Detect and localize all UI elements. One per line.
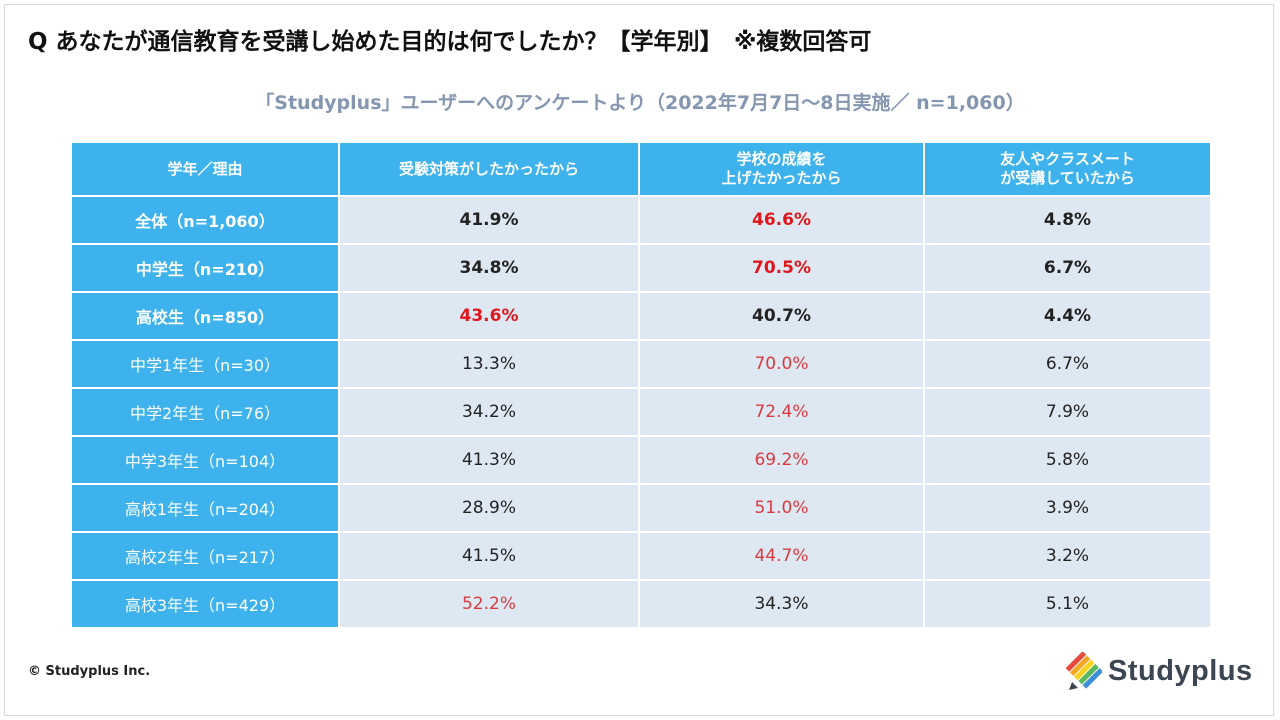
row-label: 全体（n=1,060） <box>70 195 340 245</box>
value-cell: 70.5% <box>638 243 925 293</box>
value-cell: 34.2% <box>338 387 640 437</box>
row-label: 中学2年生（n=76） <box>70 387 340 437</box>
row-label: 高校1年生（n=204） <box>70 483 340 533</box>
slide-frame <box>4 4 1274 716</box>
table-body: 全体（n=1,060） 41.9% 46.6% 4.8% 中学生（n=210） 34.8%… <box>70 195 1212 629</box>
table-row: 高校生（n=850） 43.6% 40.7% 4.4% <box>70 291 1212 341</box>
row-label: 高校3年生（n=429） <box>70 579 340 629</box>
value-cell: 41.3% <box>338 435 640 485</box>
value-cell: 13.3% <box>338 339 640 389</box>
copyright: © Studyplus Inc. <box>28 664 151 679</box>
studyplus-logo: Studyplus <box>1066 652 1253 690</box>
table-row: 中学生（n=210） 34.8% 70.5% 6.7% <box>70 243 1212 293</box>
value-cell: 6.7% <box>923 243 1212 293</box>
value-cell: 7.9% <box>923 387 1212 437</box>
value-cell: 28.9% <box>338 483 640 533</box>
value-cell: 69.2% <box>638 435 925 485</box>
table-row: 全体（n=1,060） 41.9% 46.6% 4.8% <box>70 195 1212 245</box>
row-label: 中学3年生（n=104） <box>70 435 340 485</box>
value-cell: 44.7% <box>638 531 925 581</box>
column-header: 学校の成績を 上げたかったから <box>638 141 925 197</box>
logo-text: Studyplus <box>1108 654 1253 687</box>
table-row: 高校3年生（n=429） 52.2% 34.3% 5.1% <box>70 579 1212 629</box>
value-cell: 52.2% <box>338 579 640 629</box>
pencil-stripes-icon <box>1066 652 1102 690</box>
table-row: 高校2年生（n=217） 41.5% 44.7% 3.2% <box>70 531 1212 581</box>
value-cell: 3.2% <box>923 531 1212 581</box>
value-cell: 46.6% <box>638 195 925 245</box>
value-cell: 40.7% <box>638 291 925 341</box>
value-cell: 41.5% <box>338 531 640 581</box>
table-row: 中学1年生（n=30） 13.3% 70.0% 6.7% <box>70 339 1212 389</box>
row-label: 中学生（n=210） <box>70 243 340 293</box>
value-cell: 4.4% <box>923 291 1212 341</box>
page-title: Q あなたが通信教育を受講し始めた目的は何でしたか？【学年別】 ※複数回答可 <box>28 29 872 55</box>
value-cell: 4.8% <box>923 195 1212 245</box>
value-cell: 5.8% <box>923 435 1212 485</box>
row-label: 高校生（n=850） <box>70 291 340 341</box>
value-cell: 6.7% <box>923 339 1212 389</box>
value-cell: 43.6% <box>338 291 640 341</box>
table-row: 高校1年生（n=204） 28.9% 51.0% 3.9% <box>70 483 1212 533</box>
value-cell: 3.9% <box>923 483 1212 533</box>
column-header: 友人やクラスメート が受講していたから <box>923 141 1212 197</box>
value-cell: 34.8% <box>338 243 640 293</box>
header-row: 学年／理由 受験対策がしたかったから 学校の成績を 上げたかったから 友人やクラ… <box>70 141 1212 197</box>
results-table: 学年／理由 受験対策がしたかったから 学校の成績を 上げたかったから 友人やクラ… <box>70 141 1212 629</box>
row-label: 高校2年生（n=217） <box>70 531 340 581</box>
table-row: 中学3年生（n=104） 41.3% 69.2% 5.8% <box>70 435 1212 485</box>
table-row: 中学2年生（n=76） 34.2% 72.4% 7.9% <box>70 387 1212 437</box>
row-label: 中学1年生（n=30） <box>70 339 340 389</box>
survey-subtitle: 「Studyplus」ユーザーへのアンケートより（2022年7月7日〜8日実施／… <box>255 92 1025 114</box>
value-cell: 5.1% <box>923 579 1212 629</box>
value-cell: 72.4% <box>638 387 925 437</box>
value-cell: 34.3% <box>638 579 925 629</box>
header-corner: 学年／理由 <box>70 141 340 197</box>
value-cell: 70.0% <box>638 339 925 389</box>
column-header: 受験対策がしたかったから <box>338 141 640 197</box>
value-cell: 51.0% <box>638 483 925 533</box>
value-cell: 41.9% <box>338 195 640 245</box>
